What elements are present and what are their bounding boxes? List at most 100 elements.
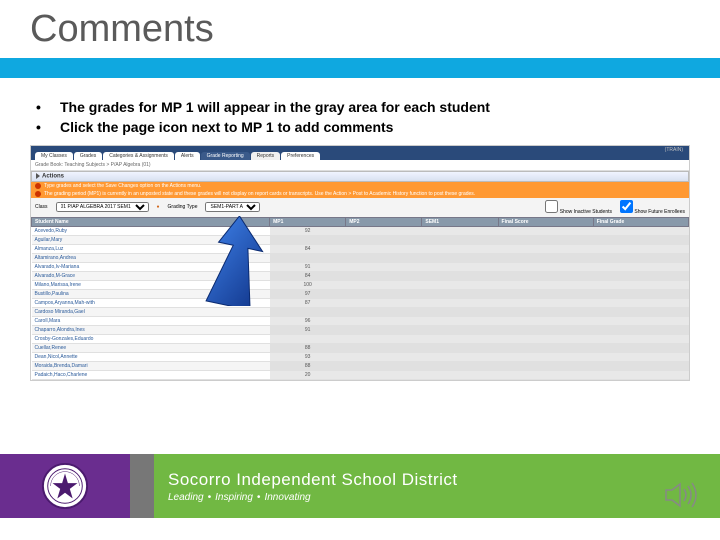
actions-bar[interactable]: Actions [31, 171, 689, 182]
cell-sem1[interactable] [422, 298, 498, 307]
cell-mp1[interactable]: 96 [270, 316, 346, 325]
cell-student-name[interactable]: Moraida,Brenda,Damari [32, 361, 270, 370]
cell-final-grade[interactable] [593, 307, 688, 316]
th-final-score[interactable]: Final Score [498, 217, 593, 226]
cell-sem1[interactable] [422, 361, 498, 370]
cell-final-grade[interactable] [593, 289, 688, 298]
cell-final-score[interactable] [498, 289, 593, 298]
cell-mp1[interactable]: 88 [270, 361, 346, 370]
cell-final-score[interactable] [498, 226, 593, 235]
cell-final-score[interactable] [498, 334, 593, 343]
cell-sem1[interactable] [422, 370, 498, 379]
cell-student-name[interactable]: Padaich,Haco,Charlene [32, 370, 270, 379]
cell-sem1[interactable] [422, 325, 498, 334]
cell-mp2[interactable] [346, 325, 422, 334]
tab-grade-reporting[interactable]: Grade Reporting [201, 152, 250, 160]
cell-mp1[interactable]: 20 [270, 370, 346, 379]
cell-mp2[interactable] [346, 370, 422, 379]
cell-sem1[interactable] [422, 280, 498, 289]
cell-mp2[interactable] [346, 226, 422, 235]
cell-final-grade[interactable] [593, 262, 688, 271]
cell-final-grade[interactable] [593, 253, 688, 262]
cell-student-name[interactable]: Caroll,Mara [32, 316, 270, 325]
cell-final-grade[interactable] [593, 235, 688, 244]
cell-mp2[interactable] [346, 316, 422, 325]
th-final-grade[interactable]: Final Grade [593, 217, 688, 226]
cell-mp1[interactable]: 87 [270, 298, 346, 307]
cell-mp2[interactable] [346, 280, 422, 289]
cell-final-score[interactable] [498, 343, 593, 352]
cell-mp1[interactable]: 91 [270, 262, 346, 271]
cell-mp1[interactable]: 84 [270, 244, 346, 253]
cell-mp2[interactable] [346, 253, 422, 262]
cell-mp2[interactable] [346, 271, 422, 280]
show-inactive-checkbox[interactable]: Show Inactive Students [545, 200, 612, 215]
cell-mp2[interactable] [346, 352, 422, 361]
cell-mp1[interactable] [270, 253, 346, 262]
cell-sem1[interactable] [422, 226, 498, 235]
cell-final-score[interactable] [498, 271, 593, 280]
cell-mp1[interactable]: 88 [270, 343, 346, 352]
cell-mp1[interactable] [270, 235, 346, 244]
cell-mp1[interactable]: 84 [270, 271, 346, 280]
th-mp2[interactable]: MP2 [346, 217, 422, 226]
cell-final-grade[interactable] [593, 334, 688, 343]
cell-sem1[interactable] [422, 244, 498, 253]
cell-final-grade[interactable] [593, 244, 688, 253]
tab-categories[interactable]: Categories & Assignments [103, 152, 174, 160]
cell-mp2[interactable] [346, 298, 422, 307]
tab-preferences[interactable]: Preferences [281, 152, 320, 160]
tab-reports[interactable]: Reports [251, 152, 281, 160]
cell-mp2[interactable] [346, 334, 422, 343]
cell-mp1[interactable]: 100 [270, 280, 346, 289]
cell-sem1[interactable] [422, 352, 498, 361]
cell-sem1[interactable] [422, 307, 498, 316]
cell-mp2[interactable] [346, 361, 422, 370]
cell-final-grade[interactable] [593, 343, 688, 352]
tab-my-classes[interactable]: My Classes [35, 152, 73, 160]
class-select[interactable]: 01 P/AP ALGEBRA 2017 SEM1 [56, 202, 149, 212]
cell-sem1[interactable] [422, 262, 498, 271]
cell-mp2[interactable] [346, 343, 422, 352]
cell-final-score[interactable] [498, 370, 593, 379]
cell-mp2[interactable] [346, 235, 422, 244]
cell-mp2[interactable] [346, 289, 422, 298]
cell-final-grade[interactable] [593, 298, 688, 307]
cell-sem1[interactable] [422, 271, 498, 280]
cell-final-grade[interactable] [593, 325, 688, 334]
cell-final-grade[interactable] [593, 280, 688, 289]
cell-final-score[interactable] [498, 280, 593, 289]
cell-mp1[interactable]: 91 [270, 325, 346, 334]
th-sem1[interactable]: SEM1 [422, 217, 498, 226]
cell-sem1[interactable] [422, 343, 498, 352]
cell-final-score[interactable] [498, 307, 593, 316]
cell-sem1[interactable] [422, 316, 498, 325]
cell-sem1[interactable] [422, 235, 498, 244]
cell-final-grade[interactable] [593, 226, 688, 235]
cell-final-grade[interactable] [593, 361, 688, 370]
tab-alerts[interactable]: Alerts [175, 152, 200, 160]
cell-final-score[interactable] [498, 361, 593, 370]
cell-student-name[interactable]: Cardoso Miranda,Gael [32, 307, 270, 316]
cell-student-name[interactable]: Dean,Nicol,Annette [32, 352, 270, 361]
cell-final-score[interactable] [498, 235, 593, 244]
cell-mp1[interactable]: 92 [270, 226, 346, 235]
cell-final-score[interactable] [498, 262, 593, 271]
cell-final-score[interactable] [498, 325, 593, 334]
cell-final-grade[interactable] [593, 370, 688, 379]
cell-final-score[interactable] [498, 298, 593, 307]
cell-final-grade[interactable] [593, 316, 688, 325]
cell-mp1[interactable] [270, 334, 346, 343]
grading-type-select[interactable]: SEM1-PART A [205, 202, 260, 212]
cell-mp1[interactable]: 93 [270, 352, 346, 361]
cell-final-score[interactable] [498, 244, 593, 253]
cell-student-name[interactable]: Cuellar,Renee [32, 343, 270, 352]
cell-final-grade[interactable] [593, 352, 688, 361]
cell-final-grade[interactable] [593, 271, 688, 280]
cell-student-name[interactable]: Chaparro,Alondra,Ines [32, 325, 270, 334]
tab-grades[interactable]: Grades [74, 152, 102, 160]
cell-mp2[interactable] [346, 244, 422, 253]
cell-sem1[interactable] [422, 334, 498, 343]
th-mp1[interactable]: MP1 [270, 217, 346, 226]
cell-student-name[interactable]: Crosby-Gonzales,Eduardo [32, 334, 270, 343]
